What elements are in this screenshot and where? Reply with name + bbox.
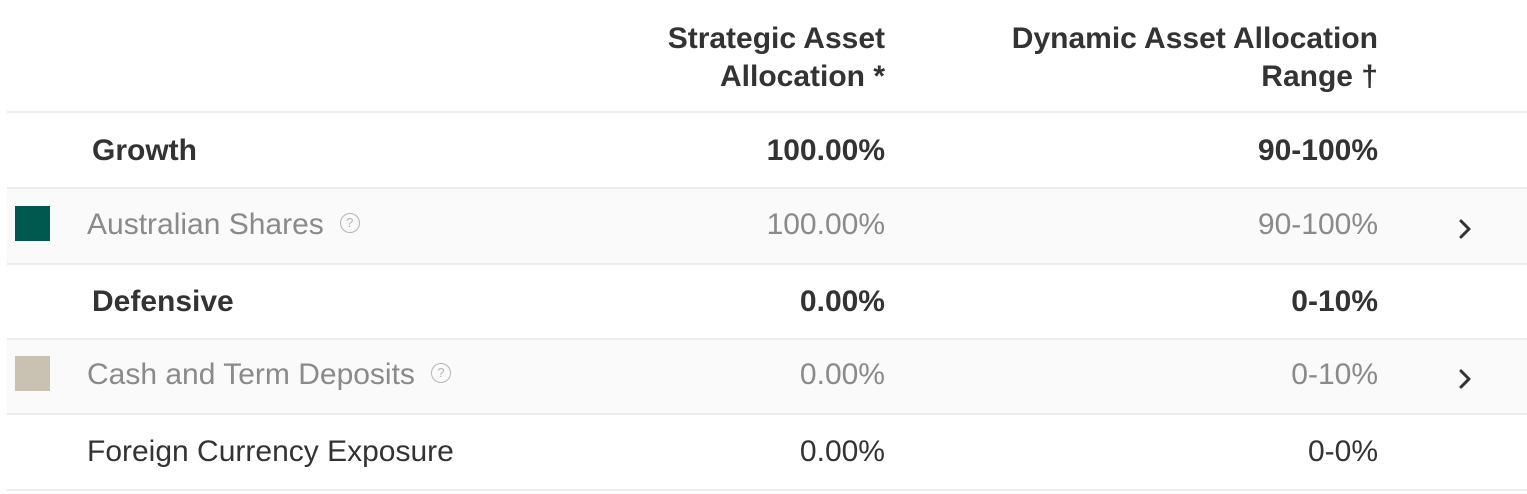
cash-strategic-value: 0.00% xyxy=(799,358,885,391)
growth-range-value: 90-100% xyxy=(1257,134,1378,167)
table-row-growth: Growth 100.00% 90-100% xyxy=(7,113,1527,189)
question-circle-icon[interactable]: ? xyxy=(339,213,360,234)
group-label-defensive: Defensive xyxy=(92,285,234,318)
chevron-right-icon[interactable] xyxy=(1454,368,1476,390)
table-row-defensive: Defensive 0.00% 0-10% xyxy=(7,265,1527,340)
defensive-range-value: 0-10% xyxy=(1291,285,1378,318)
question-circle-icon[interactable]: ? xyxy=(430,363,451,384)
cash-label-wrap: Cash and Term Deposits? xyxy=(87,358,451,392)
strategic-allocation-header-line1: Strategic Asset xyxy=(667,22,885,55)
australian-shares-strategic-value: 100.00% xyxy=(766,208,885,241)
table-row-cash-and-term-deposits[interactable]: Cash and Term Deposits? 0.00% 0-10% xyxy=(7,340,1527,415)
table-row-foreign-currency-exposure: Foreign Currency Exposure 0.00% 0-0% xyxy=(7,415,1527,491)
dynamic-range-header: Dynamic Asset Allocation Range † xyxy=(1012,20,1378,96)
australian-shares-color-swatch xyxy=(15,206,50,241)
cash-color-swatch xyxy=(15,356,50,391)
dynamic-range-header-line2: Range † xyxy=(1261,60,1378,93)
foreign-currency-range-value: 0-0% xyxy=(1307,435,1378,468)
foreign-currency-strategic-value: 0.00% xyxy=(799,435,885,468)
table-row-australian-shares[interactable]: Australian Shares? 100.00% 90-100% xyxy=(7,189,1527,265)
table-header: Strategic Asset Allocation * Dynamic Ass… xyxy=(7,0,1527,113)
strategic-allocation-header: Strategic Asset Allocation * xyxy=(668,20,885,96)
foreign-currency-label: Foreign Currency Exposure xyxy=(87,435,454,468)
australian-shares-label-wrap: Australian Shares? xyxy=(87,208,360,242)
cash-range-value: 0-10% xyxy=(1291,358,1378,391)
australian-shares-range-value: 90-100% xyxy=(1257,208,1378,241)
australian-shares-label: Australian Shares xyxy=(87,208,324,241)
strategic-allocation-header-line2: Allocation * xyxy=(719,60,885,93)
dynamic-range-header-line1: Dynamic Asset Allocation xyxy=(1011,22,1378,55)
chevron-right-icon[interactable] xyxy=(1454,218,1476,240)
group-label-growth: Growth xyxy=(92,134,197,167)
growth-strategic-value: 100.00% xyxy=(766,134,885,167)
cash-label: Cash and Term Deposits xyxy=(87,358,415,391)
defensive-strategic-value: 0.00% xyxy=(799,285,885,318)
